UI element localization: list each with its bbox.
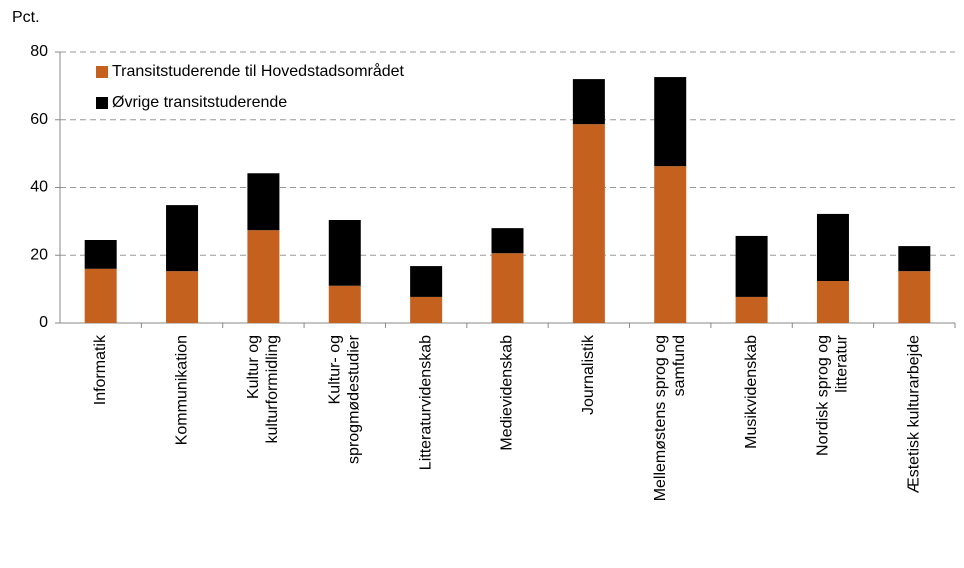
bar-segment — [491, 228, 524, 254]
x-tick-label: Informatik — [92, 334, 109, 405]
bar-segment — [572, 79, 605, 125]
bar-segment — [654, 166, 687, 323]
bar-segment — [654, 77, 687, 167]
bar-segment — [735, 296, 768, 323]
y-tick-label: 80 — [30, 43, 48, 60]
y-tick-label: 0 — [39, 314, 48, 331]
bar-segment — [410, 296, 443, 323]
bar-segment — [247, 173, 280, 231]
bar-segment — [735, 235, 768, 297]
bar-segment — [491, 253, 524, 323]
bar-segment — [328, 220, 361, 286]
bar-segment — [410, 266, 443, 297]
legend-swatch — [96, 66, 108, 78]
legend-label: Øvrige transitstuderende — [112, 94, 287, 111]
x-tick-label: Mellemøstens sprog og — [652, 335, 669, 501]
bar-segment — [166, 205, 199, 272]
y-axis-label: Pct. — [12, 9, 40, 26]
bar-segment — [572, 124, 605, 323]
bar-segment — [328, 285, 361, 323]
y-tick-label: 20 — [30, 246, 48, 263]
x-tick-label: Musikvidenskab — [743, 335, 760, 449]
x-tick-label: samfund — [671, 335, 688, 396]
bar-segment — [816, 280, 849, 323]
bar-segment — [898, 271, 931, 323]
legend-swatch — [96, 97, 108, 109]
bar-segment — [247, 230, 280, 323]
bar-segment — [84, 240, 117, 269]
x-tick-label: Æstetisk kulturarbejde — [906, 335, 923, 493]
x-tick-label: Nordisk sprog og — [815, 335, 832, 456]
x-tick-label: litteratur — [834, 334, 851, 392]
x-tick-label: sprogmødestudier — [345, 334, 362, 464]
bar-segment — [816, 213, 849, 281]
x-tick-label: Litteraturvidenskab — [417, 335, 434, 470]
x-tick-label: Kultur- og — [326, 335, 343, 404]
y-tick-label: 60 — [30, 111, 48, 128]
bar-segment — [166, 271, 199, 323]
x-tick-label: Medievidenskab — [499, 335, 516, 451]
legend-label: Transitstuderende til Hovedstadsområdet — [112, 62, 405, 80]
x-tick-label: Kultur og — [245, 335, 262, 399]
bar-segment — [84, 268, 117, 323]
x-tick-label: Kommunikation — [173, 335, 190, 445]
x-tick-label: Journalistik — [580, 334, 597, 415]
y-tick-label: 40 — [30, 179, 48, 196]
x-tick-label: kulturformidling — [264, 335, 281, 443]
bar-segment — [898, 246, 931, 272]
